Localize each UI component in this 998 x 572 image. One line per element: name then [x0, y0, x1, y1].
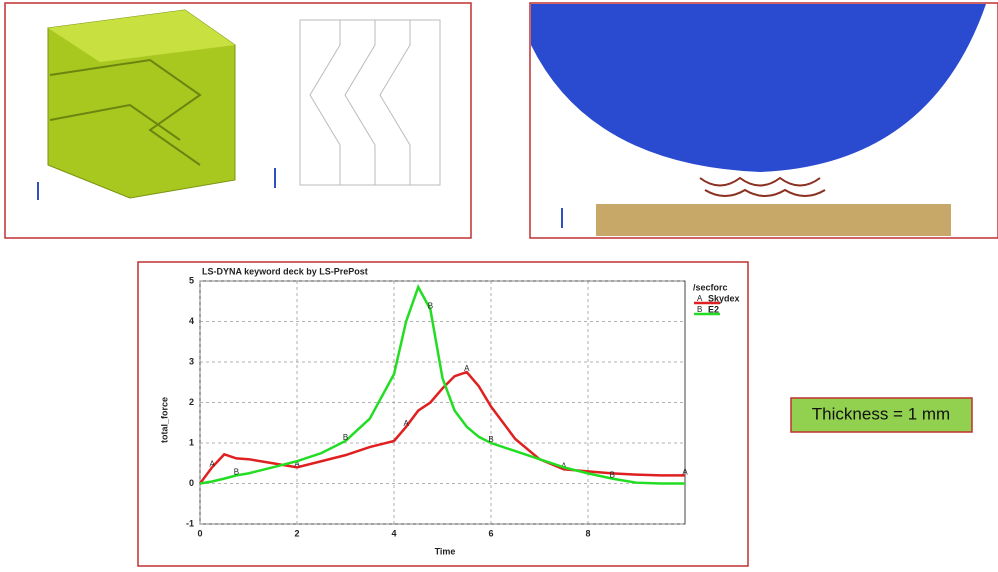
x-tick-label: 4: [391, 528, 396, 538]
series-marker-letter: A: [464, 364, 470, 373]
x-tick-label: 0: [197, 528, 202, 538]
x-axis-label: Time: [435, 546, 456, 556]
legend-title: /secforc: [693, 282, 728, 292]
model-panel-left: [4, 2, 472, 239]
series-marker-letter: B: [343, 433, 348, 442]
chart-frame: [137, 261, 749, 567]
legend-marker: A: [697, 294, 703, 303]
series-marker-letter: B: [234, 468, 239, 477]
series-marker-letter: A: [209, 459, 215, 468]
series-marker-letter: B: [428, 301, 433, 310]
y-tick-label: 4: [189, 316, 194, 326]
series-marker-letter: A: [403, 419, 409, 428]
model-panel-right: [529, 2, 998, 239]
series-marker-letter: B: [610, 471, 615, 480]
callout-text: Thickness = 1 mm: [812, 404, 950, 423]
series-marker-letter: A: [561, 461, 567, 470]
series-line: [199, 284, 685, 485]
series-marker-letter: B: [488, 435, 493, 444]
y-tick-label: 3: [189, 356, 194, 366]
y-tick-label: 2: [189, 397, 194, 407]
y-tick-label: -1: [186, 518, 194, 528]
callout: Thickness = 1 mm: [790, 397, 973, 433]
x-tick-label: 8: [585, 528, 590, 538]
legend-marker: B: [697, 305, 702, 314]
chart-title: LS-DYNA keyword deck by LS-PrePost: [202, 266, 368, 276]
y-tick-label: 5: [189, 275, 194, 285]
series-marker-letter: A: [682, 468, 688, 477]
y-tick-label: 1: [189, 437, 194, 447]
series-marker-letter: A: [294, 459, 300, 468]
y-tick-label: 0: [189, 478, 194, 488]
x-tick-label: 6: [488, 528, 493, 538]
legend-label: Skydex: [708, 293, 740, 303]
x-tick-label: 2: [294, 528, 299, 538]
y-axis-label: total_force: [159, 397, 169, 443]
legend-label: E2: [708, 304, 719, 314]
